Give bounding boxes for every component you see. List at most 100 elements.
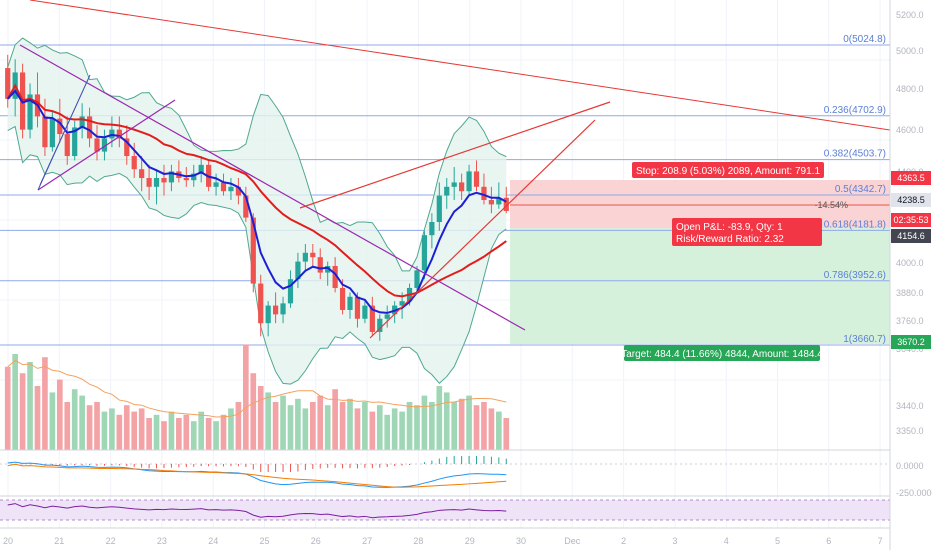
stop-label-text: Stop: 208.9 (5.03%) 2089, Amount: 791.1 — [636, 166, 820, 177]
date-tick[interactable]: 3 — [672, 536, 677, 546]
volume-bar — [309, 402, 316, 450]
candle — [377, 314, 383, 341]
candle-body — [49, 118, 55, 148]
price-tag-text: 4363.5 — [897, 173, 925, 183]
volume-bar — [94, 402, 100, 450]
date-tick[interactable]: Dec — [564, 536, 581, 546]
candle-body — [250, 217, 256, 284]
volume-bar — [503, 418, 510, 450]
price-tick: 4800.0 — [896, 84, 924, 94]
volume-bar — [443, 392, 450, 450]
date-tick[interactable]: 29 — [465, 536, 475, 546]
candle-body — [325, 265, 331, 273]
date-tick[interactable]: 24 — [208, 536, 218, 546]
price-tick: 5200.0 — [896, 10, 924, 20]
descending-trendline[interactable] — [19, 44, 526, 331]
volume-bar — [295, 398, 301, 450]
lower-channel-line[interactable] — [369, 119, 596, 339]
candle-body — [332, 265, 338, 288]
price-tag-text: 4238.5 — [897, 195, 925, 205]
volume-ma-line — [7, 359, 507, 418]
candle-body — [310, 252, 316, 258]
volume-bar — [324, 405, 331, 450]
volume-bar — [339, 402, 346, 450]
volume-bar — [12, 354, 18, 450]
volume-bar — [451, 402, 458, 450]
volume-bar — [287, 405, 294, 450]
pnl-label: Open P&L: -83.9, Qty: 1 — [676, 222, 783, 233]
candle-body — [72, 127, 78, 157]
upper-channel-line[interactable] — [299, 101, 611, 209]
date-tick[interactable]: 2 — [621, 536, 626, 546]
date-tick[interactable]: 25 — [259, 536, 269, 546]
date-tick[interactable]: 28 — [413, 536, 423, 546]
volume-bar — [399, 411, 405, 450]
volume-bar — [376, 405, 383, 450]
candle-body — [272, 305, 279, 315]
stop-label-bg — [632, 162, 824, 178]
candle — [384, 305, 390, 328]
candle — [347, 292, 353, 319]
target-label-text: Target: 484.4 (11.66%) 4844, Amount: 148… — [621, 349, 823, 360]
candle — [161, 164, 167, 196]
pnl-box-bg — [672, 218, 822, 246]
candle-body — [116, 129, 122, 139]
fib-level-label: 1(3660.7) — [843, 334, 886, 345]
volume-bar — [391, 408, 398, 450]
candle-body — [377, 318, 383, 332]
candle-body — [57, 118, 63, 135]
date-tick[interactable]: 7 — [878, 536, 883, 546]
volume-bar — [414, 405, 420, 450]
macd-pane — [0, 456, 890, 488]
date-tick[interactable]: 5 — [775, 536, 780, 546]
candle-body — [488, 200, 495, 205]
candle-body — [243, 195, 249, 218]
trend-drawings[interactable] — [19, 0, 891, 339]
date-tick[interactable]: 30 — [516, 536, 526, 546]
candle-body — [466, 171, 472, 192]
date-tick[interactable]: 6 — [826, 536, 831, 546]
date-tick[interactable]: 27 — [362, 536, 372, 546]
date-tick[interactable]: 21 — [54, 536, 64, 546]
volume-bar — [347, 398, 353, 450]
fib-level-label: 0(5024.8) — [843, 34, 886, 45]
blue-triangle[interactable] — [37, 74, 91, 191]
candle — [213, 173, 219, 196]
volume-bar — [71, 389, 78, 450]
date-axis[interactable]: 20 21 22 23 24 25 26 27 28 29 30 Dec 2 3 4 5 6 7 — [3, 536, 883, 546]
candle — [153, 169, 160, 205]
candle-body — [258, 283, 264, 324]
rsi-line — [7, 503, 507, 519]
volume-bar — [280, 395, 286, 450]
volume-bar — [198, 411, 205, 450]
price-tag-bg — [891, 213, 931, 227]
candle-body — [79, 116, 85, 128]
volume-bar — [27, 362, 33, 450]
volume-bar — [473, 405, 480, 450]
price-tag: 4238.5 — [891, 193, 931, 207]
price-tick: 3440.0 — [896, 401, 924, 411]
date-tick[interactable]: 23 — [157, 536, 167, 546]
long-trendline[interactable] — [29, 0, 891, 131]
date-tick[interactable]: 26 — [311, 536, 321, 546]
price-tag-bg — [891, 171, 931, 185]
candle-body — [139, 169, 145, 179]
candle — [436, 182, 442, 231]
date-tick[interactable]: 20 — [3, 536, 13, 546]
candle-body — [369, 305, 375, 332]
price-tag-bg — [891, 229, 931, 243]
date-tick[interactable]: 4 — [724, 536, 729, 546]
volume-bar — [481, 402, 487, 450]
purple-segment[interactable] — [37, 99, 176, 191]
volume-bar — [109, 408, 115, 450]
price-axis[interactable] — [890, 0, 932, 550]
candle-body — [459, 182, 465, 192]
volume-bar — [228, 408, 234, 450]
candle — [503, 186, 509, 214]
volume-bars — [4, 344, 510, 450]
date-tick[interactable]: 22 — [106, 536, 116, 546]
candle-body — [86, 116, 93, 139]
candle-body — [265, 305, 271, 324]
